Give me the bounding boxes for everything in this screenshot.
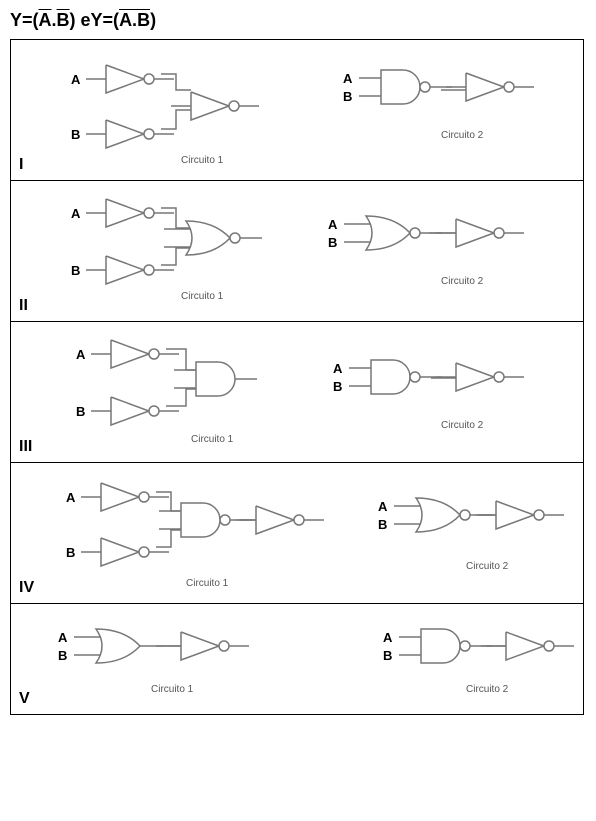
svg-text:A: A xyxy=(333,361,343,376)
caption-circuito1: Circuito 1 xyxy=(181,291,223,302)
roman-label: V xyxy=(19,690,30,708)
svg-text:A: A xyxy=(58,630,68,645)
caption-circuito1: Circuito 1 xyxy=(191,434,233,445)
svg-text:B: B xyxy=(66,545,75,560)
svg-text:B: B xyxy=(343,89,352,104)
caption-circuito2: Circuito 2 xyxy=(466,561,508,572)
roman-label: IV xyxy=(19,579,34,597)
title-barB: B xyxy=(57,10,70,30)
circuit-diagram: ABAB xyxy=(11,40,583,180)
svg-text:A: A xyxy=(328,217,338,232)
circuit-diagram: ABAB xyxy=(11,181,583,321)
svg-text:B: B xyxy=(58,648,67,663)
svg-text:A: A xyxy=(66,490,76,505)
caption-circuito2: Circuito 2 xyxy=(466,684,508,695)
circuit-diagram: ABAB xyxy=(11,322,583,462)
panel-III: ABABIIICircuito 1Circuito 2 xyxy=(11,322,583,463)
circuit-diagram: ABAB xyxy=(11,463,583,603)
svg-text:B: B xyxy=(328,235,337,250)
caption-circuito1: Circuito 1 xyxy=(186,578,228,589)
panel-V: ABABVCircuito 1Circuito 2 xyxy=(11,604,583,714)
svg-text:B: B xyxy=(71,127,80,142)
panels-container: ABABICircuito 1Circuito 2ABABIICircuito … xyxy=(10,39,584,715)
caption-circuito1: Circuito 1 xyxy=(151,684,193,695)
svg-text:A: A xyxy=(76,347,86,362)
svg-text:B: B xyxy=(383,648,392,663)
title-mid: ) eY=( xyxy=(70,10,120,30)
svg-text:A: A xyxy=(343,71,353,86)
svg-text:B: B xyxy=(76,404,85,419)
svg-text:B: B xyxy=(378,517,387,532)
caption-circuito2: Circuito 2 xyxy=(441,420,483,431)
caption-circuito2: Circuito 2 xyxy=(441,130,483,141)
circuit-diagram: ABAB xyxy=(11,604,583,714)
svg-text:B: B xyxy=(333,379,342,394)
title-end: ) xyxy=(150,10,156,30)
title-part-1: Y=( xyxy=(10,10,39,30)
caption-circuito2: Circuito 2 xyxy=(441,276,483,287)
title-barAB: A.B xyxy=(119,10,150,30)
caption-circuito1: Circuito 1 xyxy=(181,155,223,166)
svg-text:A: A xyxy=(71,206,81,221)
boolean-title: Y=(A.B) eY=(A.B) xyxy=(10,10,586,31)
panel-IV: ABABIVCircuito 1Circuito 2 xyxy=(11,463,583,604)
roman-label: II xyxy=(19,297,28,315)
svg-text:A: A xyxy=(71,72,81,87)
svg-text:A: A xyxy=(378,499,388,514)
title-barA: A xyxy=(39,10,52,30)
svg-text:B: B xyxy=(71,263,80,278)
roman-label: I xyxy=(19,156,23,174)
svg-text:A: A xyxy=(383,630,393,645)
panel-II: ABABIICircuito 1Circuito 2 xyxy=(11,181,583,322)
roman-label: III xyxy=(19,438,32,456)
panel-I: ABABICircuito 1Circuito 2 xyxy=(11,40,583,181)
